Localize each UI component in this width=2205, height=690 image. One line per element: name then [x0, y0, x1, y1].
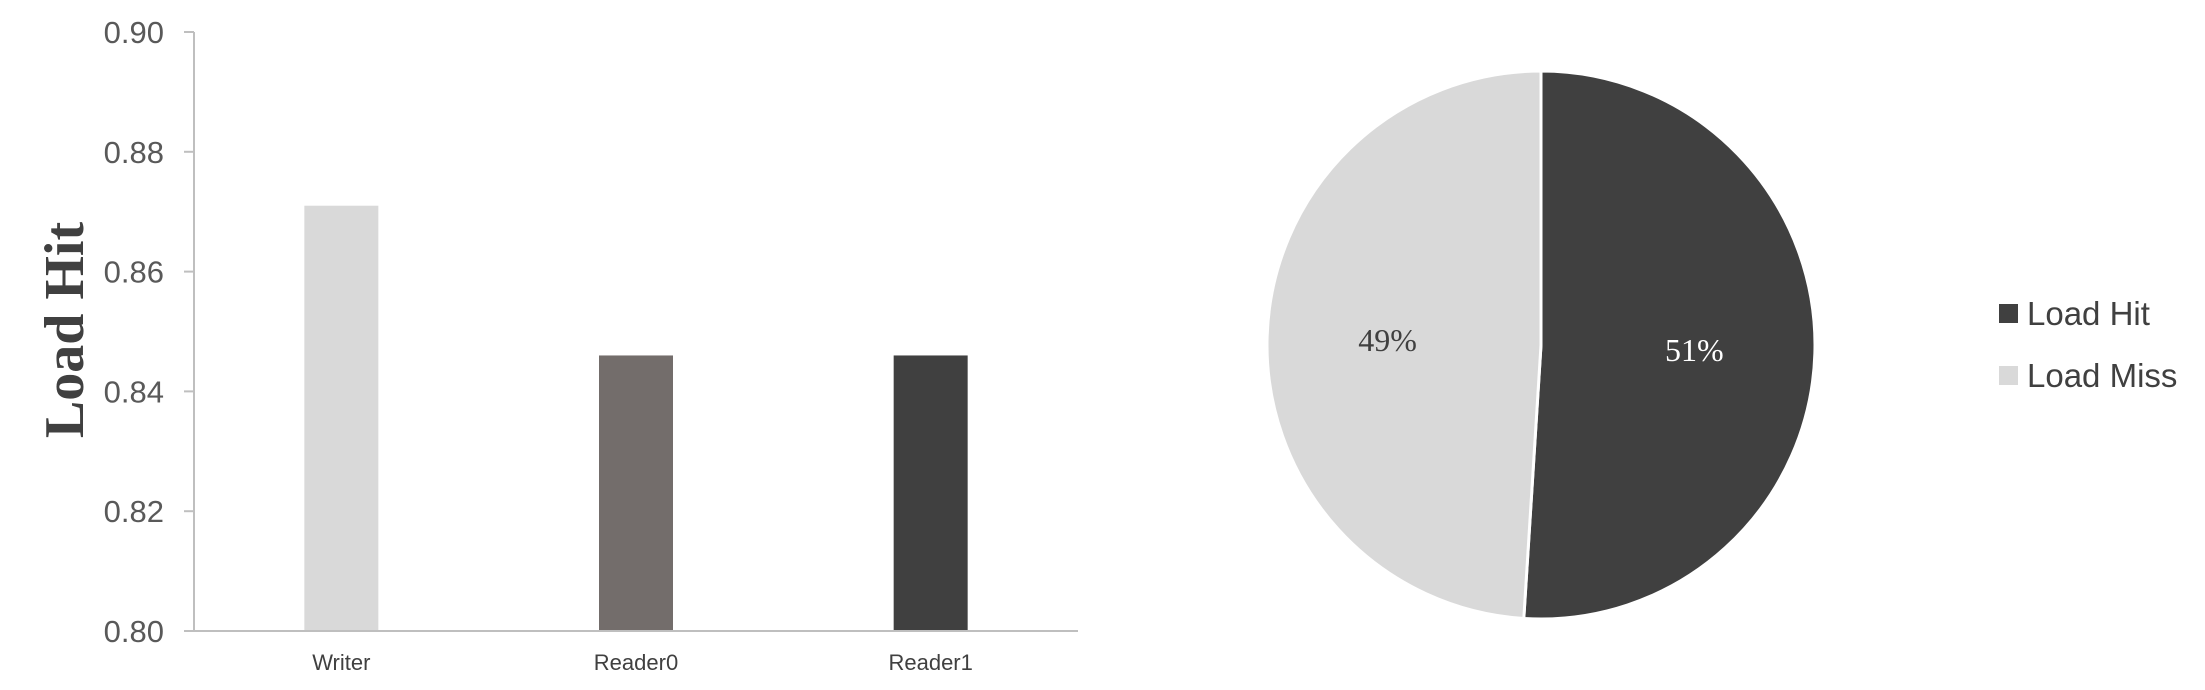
x-category-label: Reader1 — [888, 650, 972, 675]
pie-data-label: 49% — [1358, 322, 1417, 358]
y-tick-label: 0.90 — [104, 15, 164, 50]
pie-chart: 51% 49% Load Hit Load Miss — [1265, 69, 2177, 621]
x-category-label: Writer — [312, 650, 370, 675]
x-category-label: Reader0 — [594, 650, 678, 675]
legend: Load Hit Load Miss — [1999, 295, 2177, 394]
bars — [304, 205, 968, 631]
pie-data-labels: 51% 49% — [1358, 322, 1723, 368]
pie-slice-load-hit — [1522, 69, 1817, 621]
y-tick-label: 0.86 — [104, 255, 164, 290]
y-axis-label: Load Hit — [34, 222, 96, 439]
y-tick-label: 0.80 — [104, 614, 164, 649]
bar-chart: Load Hit 0.80 0.82 0.84 0.86 0.88 0.90 Writer… — [34, 15, 1078, 675]
legend-swatch — [1999, 304, 2018, 323]
pie-slices — [1265, 69, 1817, 621]
pie-slice-load-miss — [1265, 69, 1543, 621]
legend-label: Load Miss — [2027, 357, 2177, 394]
y-tick-label: 0.84 — [104, 374, 164, 409]
legend-swatch — [1999, 366, 2018, 385]
bar-writer — [304, 205, 379, 631]
y-tick-label: 0.88 — [104, 135, 164, 170]
x-category-labels: Writer Reader0 Reader1 — [312, 650, 973, 675]
y-tick-label: 0.82 — [104, 494, 164, 529]
bar-reader0 — [599, 355, 673, 631]
y-tick-labels: 0.80 0.82 0.84 0.86 0.88 0.90 — [104, 15, 194, 649]
pie-data-label: 51% — [1665, 332, 1724, 368]
bar-reader1 — [893, 355, 968, 631]
legend-label: Load Hit — [2027, 295, 2150, 332]
